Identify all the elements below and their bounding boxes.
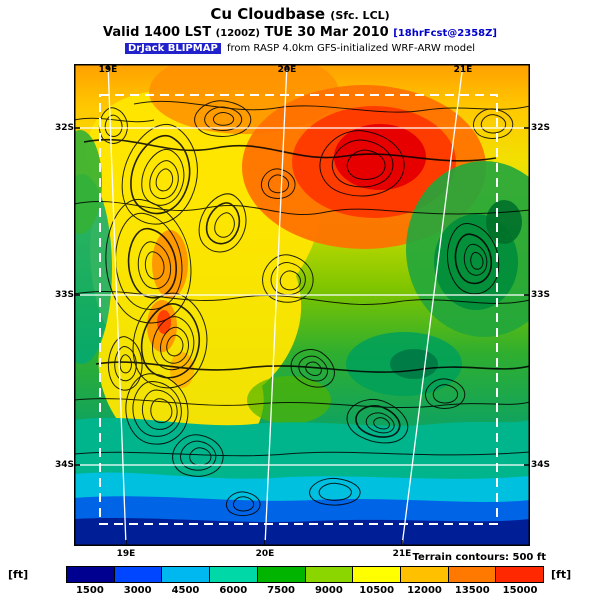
valid-line: Valid 1400 LST (1200Z) TUE 30 Mar 2010 […	[0, 25, 600, 40]
colorbar-labels: 1500 3000 4500 6000 7500 9000 10500 12000 13500 1…	[66, 585, 544, 596]
tick-left-33s: 33S	[55, 290, 75, 300]
drjack-blipmap-link[interactable]: DrJack BLIPMAP	[124, 43, 221, 54]
plot-title: Cu Cloudbase	[210, 5, 326, 23]
tick-right-34s: 34S	[531, 460, 551, 470]
colorbar-cell	[304, 567, 353, 582]
model-line: DrJack BLIPMAP from RASP 4.0km GFS-initi…	[0, 43, 600, 54]
colorbar-unit-right: [ft]	[551, 568, 572, 581]
colorbar-cell	[447, 567, 496, 582]
header: Cu Cloudbase (Sfc. LCL) Valid 1400 LST (…	[0, 5, 600, 54]
tick-top-21e: 21E	[453, 65, 473, 75]
colorbar-value: 13500	[454, 585, 490, 596]
colorbar-cell	[209, 567, 257, 582]
tick-top-20e: 20E	[277, 65, 297, 75]
tick-top-19e: 19E	[98, 65, 118, 75]
tick-left-34s: 34S	[55, 460, 75, 470]
colorbar-value: 1500	[75, 585, 104, 596]
colorbar-cell	[113, 567, 162, 582]
tick-right-33s: 33S	[531, 290, 551, 300]
valid-date: TUE 30 Mar 2010	[264, 25, 389, 40]
valid-zulu: (1200Z)	[215, 28, 260, 39]
colorbar-value: 10500	[359, 585, 395, 596]
colorbar-cell	[352, 567, 400, 582]
colorbar-cell	[495, 567, 544, 582]
tick-bottom-20e: 20E	[255, 549, 275, 559]
map-border	[74, 64, 530, 546]
colorbar-value: 7500	[267, 585, 295, 596]
valid-time: Valid 1400 LST	[103, 25, 212, 40]
colorbar-cell	[67, 567, 114, 582]
forecast-map	[74, 64, 530, 546]
colorbar-cell	[399, 567, 448, 582]
colorbar-value: 6000	[219, 585, 248, 596]
colorbar-value: 9000	[314, 585, 343, 596]
tick-bottom-21e: 21E	[392, 549, 412, 559]
colorbar-unit-left: [ft]	[8, 568, 29, 581]
tick-left-32s: 32S	[55, 123, 75, 133]
terrain-contour-note: Terrain contours: 500 ft	[412, 552, 546, 563]
model-domain-boundary	[99, 94, 498, 525]
colorbar-strip	[66, 566, 544, 583]
colorbar-value: 12000	[407, 585, 442, 596]
map-area: 19E 20E 21E 19E 20E 21E 32S 33S 34S 32S …	[55, 64, 550, 559]
tick-bottom-19e: 19E	[116, 549, 136, 559]
colorbar-cell	[161, 567, 210, 582]
colorbar-value: 3000	[123, 585, 152, 596]
colorbar-value: 15000	[502, 585, 538, 596]
model-description: from RASP 4.0km GFS-initialized WRF-ARW …	[226, 43, 476, 54]
title-line: Cu Cloudbase (Sfc. LCL)	[0, 5, 600, 23]
colorbar-cell	[256, 567, 305, 582]
latlon-grid	[74, 64, 530, 546]
colorbar-value: 4500	[171, 585, 200, 596]
plot-title-qualifier: (Sfc. LCL)	[330, 9, 390, 22]
tick-right-32s: 32S	[531, 123, 551, 133]
forecast-tag: [18hrFcst@2358Z]	[393, 28, 497, 39]
